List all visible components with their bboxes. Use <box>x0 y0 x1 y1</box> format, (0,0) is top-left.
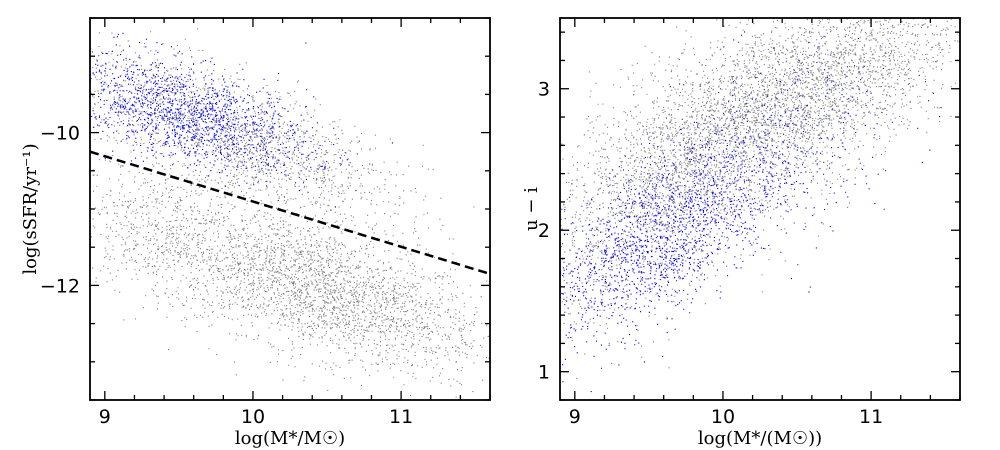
right-x-tick-label: 9 <box>569 406 581 428</box>
left-x-tick-label: 9 <box>99 406 111 428</box>
left-y-tick-label: −10 <box>40 123 80 145</box>
left-ticks: 9 10 11 −12 −10 <box>40 17 491 428</box>
left-series-selected <box>90 32 393 211</box>
right-y-tick-label: 2 <box>538 220 550 242</box>
left-x-tick-label: 11 <box>389 406 413 428</box>
right-y-tick-label: 1 <box>538 362 550 384</box>
right-x-tick-label: 11 <box>859 406 883 428</box>
left-x-axis-label: log(M*/M☉) <box>235 428 345 449</box>
right-axes-frame <box>559 17 961 401</box>
dashed-divider-line <box>90 150 490 276</box>
right-y-tick-label: 3 <box>538 79 550 101</box>
left-line-layer <box>90 150 490 276</box>
right-x-axis-label: log(M*/(M☉)) <box>698 428 822 449</box>
right-x-tick-label: 10 <box>711 406 735 428</box>
left-scatter-points <box>90 28 490 398</box>
left-panel: 9 10 11 −12 −10 log(M*/M☉) log(sSFR/yr⁻¹) <box>20 17 491 449</box>
left-y-axis-label: log(sSFR/yr⁻¹) <box>20 143 41 274</box>
left-axes-frame <box>89 17 491 401</box>
left-y-tick-label: −12 <box>40 275 80 297</box>
left-series-all-galaxies <box>90 28 490 398</box>
right-y-axis-label: u − i <box>521 187 542 231</box>
left-x-tick-label: 10 <box>241 406 265 428</box>
